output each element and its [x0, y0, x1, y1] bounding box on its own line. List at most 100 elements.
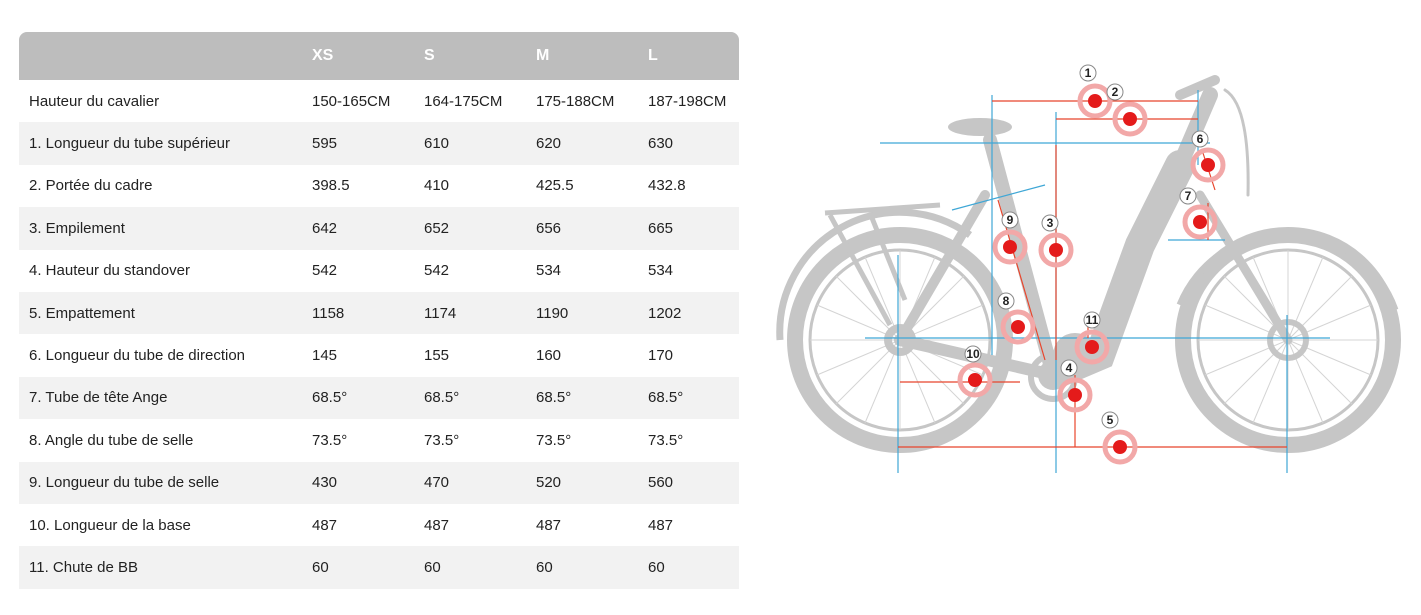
front-fender [1176, 229, 1399, 312]
value-l: 487 [648, 516, 674, 534]
marker-halo [1057, 377, 1093, 413]
marker-number: 3 [1047, 216, 1054, 230]
value-l: 60 [648, 558, 665, 576]
marker-badge [997, 292, 1015, 310]
bike-geometry-diagram: 1 2 3 4 5 6 7 8 9 10 11 [770, 55, 1410, 485]
value-m: 160 [536, 347, 562, 365]
marker-dot [1113, 440, 1127, 454]
marker-number: 9 [1007, 213, 1014, 227]
value-m: 620 [536, 135, 562, 153]
marker-halo [957, 362, 993, 398]
value-m: 1190 [536, 304, 569, 322]
marker-dot [1068, 388, 1082, 402]
value-xs: 430 [312, 474, 338, 492]
marker-halo [1102, 429, 1138, 465]
marker-halo [1000, 309, 1036, 345]
value-s: 60 [424, 558, 441, 576]
row-label: 1. Longueur du tube supérieur [29, 135, 230, 153]
row-label: 7. Tube de tête Ange [29, 389, 168, 407]
marker-halo [1077, 83, 1113, 119]
marker-dot [1088, 94, 1102, 108]
table-row: 9. Longueur du tube de selle 430 470 520 560 [19, 461, 739, 504]
rear-rack [824, 202, 941, 327]
marker-dot [1003, 240, 1017, 254]
value-s: 542 [424, 262, 450, 280]
table-header: XS S M L [19, 32, 739, 80]
value-m: 68.5° [536, 389, 572, 407]
value-l: 560 [648, 474, 674, 492]
marker-halo [1182, 204, 1218, 240]
value-xs: 542 [312, 262, 338, 280]
marker-dot [1049, 243, 1063, 257]
marker-number: 10 [966, 347, 980, 361]
value-xs: 398.5 [312, 177, 350, 195]
marker-halo [992, 229, 1028, 265]
marker-number: 6 [1197, 132, 1204, 146]
marker-dot [968, 373, 982, 387]
value-s: 610 [424, 135, 450, 153]
header-size-s: S [424, 47, 435, 64]
row-label: 6. Longueur du tube de direction [29, 347, 245, 365]
marker-halo [1074, 329, 1110, 365]
value-s: 73.5° [424, 431, 460, 449]
table-row: 8. Angle du tube de selle 73.5° 73.5° 73.5°… [19, 419, 739, 461]
value-s: 410 [424, 177, 450, 195]
row-label: 8. Angle du tube de selle [29, 431, 194, 449]
value-l: 630 [648, 135, 674, 153]
value-xs: 145 [312, 347, 338, 365]
measurement-markers: 1 2 3 4 5 6 7 8 9 10 11 [957, 64, 1226, 465]
marker-number: 8 [1003, 294, 1010, 308]
value-l: 187-198CM [648, 92, 727, 110]
value-xs: 60 [312, 558, 329, 576]
row-label: 4. Hauteur du standover [29, 262, 190, 280]
value-xs: 73.5° [312, 431, 348, 449]
marker-number: 7 [1185, 189, 1192, 203]
table-row: 6. Longueur du tube de direction 145 155 16… [19, 334, 739, 376]
header-size-m: M [536, 47, 550, 64]
marker-number: 4 [1066, 361, 1073, 375]
value-m: 656 [536, 219, 562, 237]
value-s: 1174 [424, 304, 457, 322]
marker-dot [1193, 215, 1207, 229]
value-s: 470 [424, 474, 450, 492]
value-xs: 487 [312, 516, 338, 534]
value-s: 155 [424, 347, 450, 365]
marker-dot [1011, 320, 1025, 334]
marker-badge [1079, 64, 1097, 82]
marker-badge [1060, 359, 1078, 377]
table-row: 7. Tube de tête Ange 68.5° 68.5° 68.5° 68.5° [19, 376, 739, 420]
marker-halo [1038, 232, 1074, 268]
value-l: 68.5° [648, 389, 684, 407]
value-l: 1202 [648, 304, 682, 322]
value-s: 164-175CM [424, 92, 503, 110]
marker-dot [1201, 158, 1215, 172]
row-label: 11. Chute de BB [29, 558, 138, 576]
value-m: 175-188CM [536, 92, 615, 110]
row-label: Hauteur du cavalier [29, 92, 160, 110]
marker-number: 5 [1107, 413, 1114, 427]
marker-badge [1179, 187, 1197, 205]
marker-number: 2 [1112, 85, 1119, 99]
table-row: 2. Portée du cadre 398.5 410 425.5 432.8 [19, 165, 739, 207]
marker-dot [1085, 340, 1099, 354]
value-l: 432.8 [648, 177, 686, 195]
value-m: 520 [536, 474, 562, 492]
saddle [948, 118, 1012, 136]
value-m: 425.5 [536, 177, 574, 195]
table-row: 10. Longueur de la base 487 487 487 487 [19, 504, 739, 546]
marker-dot [1123, 112, 1137, 126]
value-xs: 1158 [312, 304, 345, 322]
value-m: 487 [536, 516, 562, 534]
table-row: 1. Longueur du tube supérieur 595 610 620 63… [19, 122, 739, 165]
row-label: 9. Longueur du tube de selle [29, 474, 220, 492]
value-s: 487 [424, 516, 450, 534]
marker-halo [1112, 101, 1148, 137]
row-label: 2. Portée du cadre [29, 177, 153, 195]
marker-badge [1083, 311, 1101, 329]
marker-badge [1106, 83, 1124, 101]
value-s: 68.5° [424, 389, 460, 407]
marker-halo [1190, 147, 1226, 183]
value-m: 73.5° [536, 431, 572, 449]
marker-badge [1001, 211, 1019, 229]
value-l: 665 [648, 219, 674, 237]
